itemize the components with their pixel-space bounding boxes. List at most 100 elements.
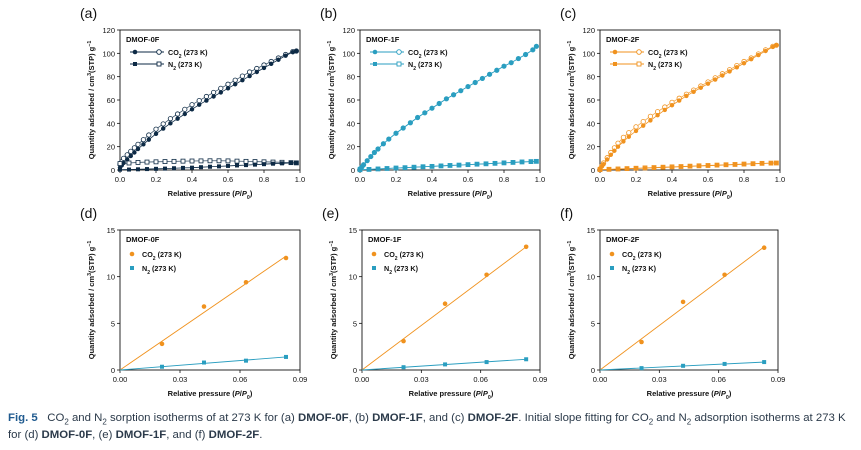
adsorption-point bbox=[715, 163, 719, 168]
adsorption-point bbox=[633, 128, 639, 134]
y-tick-label: 0 bbox=[351, 166, 355, 175]
desorption-point bbox=[234, 158, 240, 164]
legend-marker bbox=[609, 251, 615, 257]
adsorption-point bbox=[691, 89, 696, 95]
y-tick-label: 120 bbox=[102, 26, 115, 35]
data-point bbox=[762, 360, 767, 365]
x-tick-label: 0.4 bbox=[667, 175, 677, 184]
legend-marker bbox=[612, 49, 618, 55]
y-tick-label: 10 bbox=[349, 273, 357, 282]
legend-marker bbox=[371, 251, 377, 257]
panel-f: (f) 0.00 0.03 0.06 0.09 0 5 10 15 Relative pressu… bbox=[560, 205, 785, 401]
y-tick-label: 0 bbox=[111, 166, 115, 175]
panel-label: (e) bbox=[322, 205, 339, 221]
adsorption-point bbox=[679, 164, 683, 169]
adsorption-point bbox=[484, 161, 488, 166]
x-tick-label: 0.09 bbox=[771, 375, 786, 384]
panel-label: (d) bbox=[80, 205, 97, 221]
x-tick-label: 0.6 bbox=[703, 175, 713, 184]
y-tick-label: 40 bbox=[107, 119, 115, 128]
adsorption-point bbox=[670, 165, 674, 170]
adsorption-point bbox=[280, 161, 284, 166]
adsorption-point bbox=[493, 161, 497, 166]
y-tick-label: 100 bbox=[582, 49, 595, 58]
adsorption-point bbox=[612, 148, 617, 153]
desorption-point bbox=[153, 159, 159, 165]
desorption-point bbox=[180, 158, 186, 164]
x-tick-label: 0.8 bbox=[259, 175, 269, 184]
adsorption-point bbox=[271, 161, 275, 166]
desorption-point bbox=[620, 134, 627, 140]
adsorption-point bbox=[616, 167, 620, 172]
y-tick-label: 100 bbox=[102, 49, 115, 58]
adsorption-point bbox=[509, 60, 514, 65]
data-point bbox=[680, 299, 686, 305]
legend-marker bbox=[372, 49, 378, 55]
adsorption-point bbox=[132, 150, 137, 155]
panel-title: DMOF-1F bbox=[368, 235, 402, 244]
y-tick-label: 60 bbox=[347, 96, 355, 105]
adsorption-point bbox=[688, 164, 692, 169]
panel-title: DMOF-2F bbox=[606, 235, 640, 244]
adsorption-point bbox=[161, 126, 166, 131]
desorption-point bbox=[225, 158, 231, 164]
adsorption-point bbox=[437, 101, 442, 106]
legend-label: N2 (273 K) bbox=[648, 60, 683, 72]
legend-marker bbox=[636, 49, 642, 55]
x-tick-label: 0.6 bbox=[223, 175, 233, 184]
panel-title: DMOF-2F bbox=[606, 35, 640, 44]
adsorption-point bbox=[770, 44, 775, 50]
legend-marker bbox=[129, 251, 135, 257]
panel-label: (f) bbox=[560, 205, 573, 221]
y-tick-label: 20 bbox=[587, 143, 595, 152]
adsorption-point bbox=[361, 162, 366, 167]
adsorption-point bbox=[141, 142, 146, 147]
desorption-point bbox=[182, 106, 188, 112]
adsorption-point bbox=[598, 167, 602, 172]
plot-frame bbox=[119, 29, 301, 171]
x-axis-title: Relative pressure (P/P0) bbox=[409, 389, 494, 401]
adsorption-point bbox=[774, 42, 779, 48]
desorption-point bbox=[140, 137, 146, 143]
adsorption-point bbox=[358, 167, 362, 172]
adsorption-point bbox=[181, 165, 185, 170]
x-tick-label: 0.03 bbox=[414, 375, 429, 384]
adsorption-point bbox=[742, 162, 746, 167]
data-point bbox=[401, 365, 406, 370]
desorption-point bbox=[135, 141, 141, 147]
adsorption-point bbox=[625, 166, 629, 171]
x-axis-title: Relative pressure (P/P0) bbox=[648, 189, 733, 201]
adsorption-point bbox=[643, 166, 647, 171]
desorption-point bbox=[207, 158, 213, 164]
desorption-point bbox=[167, 116, 173, 122]
adsorption-point bbox=[523, 52, 528, 57]
legend-marker bbox=[373, 62, 377, 66]
data-point bbox=[639, 339, 644, 345]
legend-label: CO2 (273 K) bbox=[142, 250, 182, 262]
adsorption-point bbox=[190, 165, 194, 170]
desorption-point bbox=[626, 130, 632, 136]
x-tick-label: 0.06 bbox=[473, 375, 488, 384]
desorption-point bbox=[146, 132, 152, 138]
fit-line bbox=[361, 246, 527, 371]
y-tick-label: 80 bbox=[587, 73, 595, 82]
adsorption-point bbox=[218, 90, 223, 95]
adsorption-line bbox=[119, 50, 297, 168]
y-tick-label: 15 bbox=[107, 226, 115, 235]
data-point bbox=[401, 338, 406, 344]
y-axis-title: Quantity adsorbed / cm3(STP) g−1 bbox=[329, 241, 338, 360]
y-tick-label: 5 bbox=[111, 319, 115, 328]
panel-d: (d) 0.00 0.03 0.06 0.09 0 5 10 15 Relative pressu… bbox=[80, 205, 307, 401]
desorption-point bbox=[175, 111, 181, 117]
adsorption-point bbox=[429, 105, 435, 111]
x-tick-label: 0.03 bbox=[652, 375, 667, 384]
adsorption-point bbox=[127, 167, 131, 172]
caption-label: Fig. 5 bbox=[8, 412, 38, 424]
x-tick-label: 0.06 bbox=[711, 375, 726, 384]
desorption-point bbox=[218, 85, 224, 91]
y-tick-label: 10 bbox=[587, 273, 595, 282]
adsorption-point bbox=[529, 159, 533, 164]
adsorption-point bbox=[393, 131, 399, 136]
legend-marker bbox=[372, 266, 376, 270]
adsorption-point bbox=[648, 118, 653, 123]
